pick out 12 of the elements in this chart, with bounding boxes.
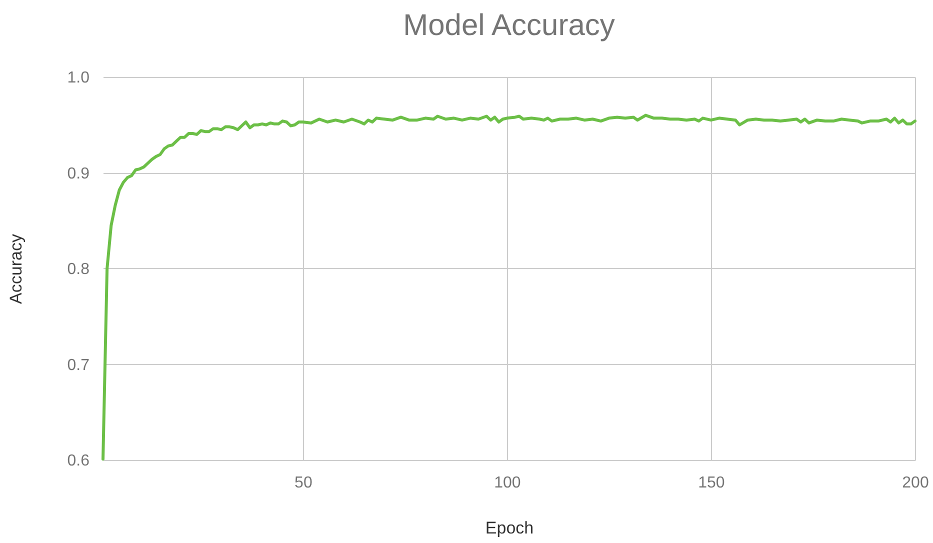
x-tick-label: 200 [902, 474, 929, 492]
x-tick-label: 50 [294, 474, 312, 492]
y-axis-title: Accuracy [6, 234, 26, 304]
y-tick-label: 0.7 [67, 356, 90, 374]
y-tick-label: 0.6 [67, 452, 90, 470]
x-tick-label: 150 [698, 474, 725, 492]
x-tick-label: 100 [494, 474, 521, 492]
y-tick-label: 0.8 [67, 261, 90, 278]
y-tick-label: 0.9 [67, 165, 90, 182]
x-axis-title: Epoch [485, 518, 534, 538]
chart-title: Model Accuracy [403, 9, 615, 42]
y-tick-label: 1.0 [67, 70, 90, 86]
